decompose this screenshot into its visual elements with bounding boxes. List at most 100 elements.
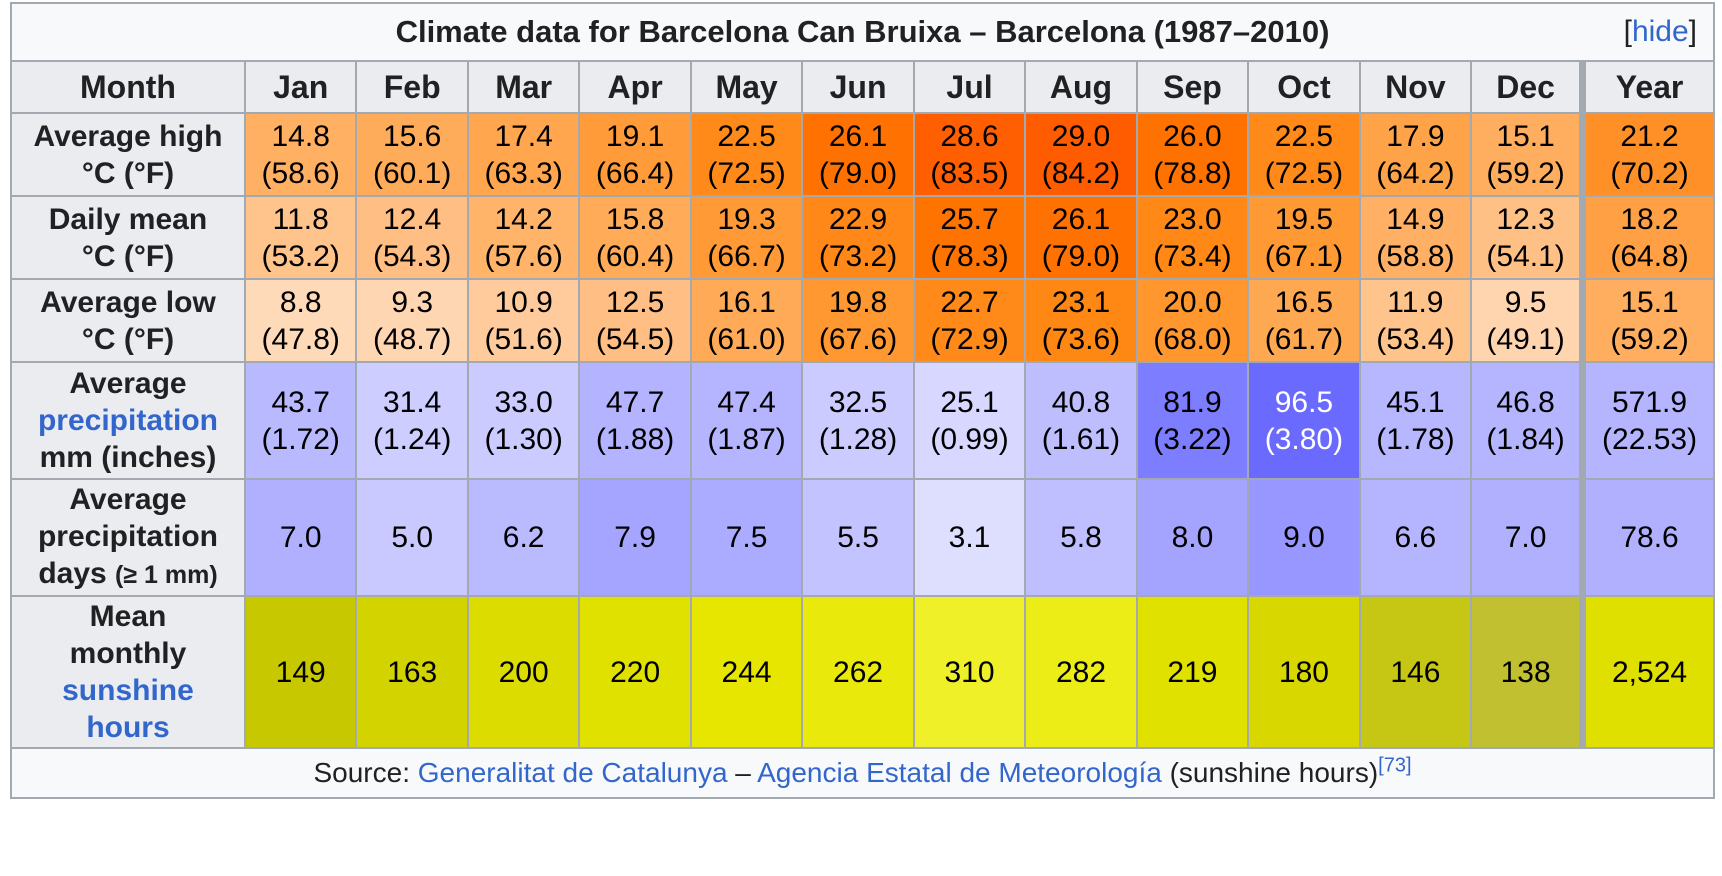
row-header-text: precipitation xyxy=(37,520,218,553)
row-header-text: Average xyxy=(69,483,187,516)
cell-avg-high-aug: 29.0 (84.2) xyxy=(1024,112,1138,197)
cell-value-converted: (0.99) xyxy=(930,422,1009,456)
cell-value-converted: (58.6) xyxy=(261,156,340,190)
cell-value: 6.6 xyxy=(1394,521,1437,554)
cell-value-converted: (48.7) xyxy=(372,322,452,356)
cell-value: 282 xyxy=(1055,655,1107,689)
reference-link[interactable]: [73] xyxy=(1378,754,1412,777)
cell-value: 7.0 xyxy=(279,521,322,554)
cell-value-converted: (72.5) xyxy=(707,156,786,190)
cell-daily-mean-feb: 12.4 (54.3) xyxy=(355,195,469,280)
hide-link[interactable]: hide xyxy=(1631,15,1689,48)
cell-value-converted: (54.1) xyxy=(1486,239,1565,273)
row-header-avg-low: Average low °C (°F) xyxy=(10,278,246,363)
cell-avg-high-apr: 19.1 (66.4) xyxy=(578,112,692,197)
cell-avg-precip-year: 571.9 (22.53) xyxy=(1579,361,1716,480)
source-row: Source: Generalitat de Catalunya – Agenc… xyxy=(10,747,1715,799)
cell-avg-low-mar: 10.9 (51.6) xyxy=(466,278,581,363)
cell-value: 19.8 xyxy=(828,285,888,319)
cell-value: 17.9 xyxy=(1386,119,1445,153)
cell-value: 8.8 xyxy=(279,285,322,319)
cell-avg-high-year: 21.2 (70.2) xyxy=(1579,112,1716,197)
row-header-link[interactable]: sunshine xyxy=(62,674,194,707)
row-header-link[interactable]: precipitation xyxy=(37,404,218,437)
cell-value: 47.7 xyxy=(605,385,665,419)
cell-value: 23.0 xyxy=(1163,202,1222,236)
cell-value: 20.0 xyxy=(1163,285,1222,319)
cell-precip-days-may: 7.5 xyxy=(689,478,804,597)
month-header-nov: Nov xyxy=(1358,60,1473,114)
month-header-mar: Mar xyxy=(466,60,581,114)
row-header-text: Average high xyxy=(33,119,223,153)
cell-value: 11.9 xyxy=(1387,285,1444,319)
toggle-bracket-open: [ xyxy=(1623,15,1632,48)
month-header: Month xyxy=(10,60,246,114)
row-header-text: Mean xyxy=(89,600,167,633)
cell-value-converted: (83.5) xyxy=(930,156,1009,190)
cell-value-converted: (78.8) xyxy=(1153,156,1232,190)
climate-table: Climate data for Barcelona Can Bruixa – … xyxy=(10,2,1716,799)
source-link-aemet[interactable]: Agencia Estatal de Meteorología xyxy=(757,757,1162,788)
row-daily-mean: Daily mean °C (°F) 11.8 (53.2) 12.4 (54.3) 14.… xyxy=(10,195,1716,280)
hide-toggle: [hide] xyxy=(1624,15,1697,49)
cell-daily-mean-nov: 14.9 (58.8) xyxy=(1358,195,1473,280)
cell-precip-days-aug: 5.8 xyxy=(1024,478,1138,597)
cell-value-converted: (79.0) xyxy=(818,156,898,190)
cell-daily-mean-jan: 11.8 (53.2) xyxy=(243,195,358,280)
cell-avg-high-nov: 17.9 (64.2) xyxy=(1358,112,1473,197)
cell-avg-precip-sep: 81.9 (3.22) xyxy=(1135,361,1250,480)
cell-precip-days-feb: 5.0 xyxy=(355,478,469,597)
cell-avg-high-jan: 14.8 (58.6) xyxy=(243,112,358,197)
source-link-generalitat[interactable]: Generalitat de Catalunya xyxy=(417,757,728,788)
row-header-avg-precip: Average precipitation mm (inches) xyxy=(10,361,246,480)
source-separator: – xyxy=(727,757,758,788)
cell-sunshine-sep: 219 xyxy=(1135,595,1250,749)
month-header-dec: Dec xyxy=(1470,60,1584,114)
cell-value-converted: (1.87) xyxy=(707,422,786,456)
cell-sunshine-mar: 200 xyxy=(466,595,581,749)
cell-sunshine-jul: 310 xyxy=(912,595,1027,749)
row-header-text: mm (inches) xyxy=(39,441,217,474)
cell-value-converted: (84.2) xyxy=(1041,156,1121,190)
cell-value: 40.8 xyxy=(1051,385,1111,419)
cell-value: 571.9 xyxy=(1612,385,1688,419)
cell-value: 262 xyxy=(833,655,884,689)
cell-value: 25.7 xyxy=(940,202,999,236)
cell-value: 149 xyxy=(275,655,326,689)
row-header-avg-high: Average high °C (°F) xyxy=(10,112,246,197)
cell-avg-precip-nov: 45.1 (1.78) xyxy=(1358,361,1473,480)
toggle-bracket-close: ] xyxy=(1688,15,1697,48)
cell-value: 19.1 xyxy=(605,119,665,153)
cell-value: 244 xyxy=(721,655,772,689)
cell-daily-mean-oct: 19.5 (67.1) xyxy=(1247,195,1361,280)
row-header-daily-mean: Daily mean °C (°F) xyxy=(10,195,246,280)
cell-precip-days-dec: 7.0 xyxy=(1470,478,1584,597)
cell-value: 7.0 xyxy=(1504,521,1547,554)
cell-value: 15.6 xyxy=(382,119,442,153)
cell-value-converted: (1.61) xyxy=(1041,422,1121,456)
cell-sunshine-feb: 163 xyxy=(355,595,469,749)
cell-avg-low-aug: 23.1 (73.6) xyxy=(1024,278,1138,363)
cell-value: 8.0 xyxy=(1171,521,1214,554)
cell-value: 12.4 xyxy=(382,202,442,236)
cell-avg-high-sep: 26.0 (78.8) xyxy=(1135,112,1250,197)
cell-sunshine-aug: 282 xyxy=(1024,595,1138,749)
cell-avg-high-oct: 22.5 (72.5) xyxy=(1247,112,1361,197)
cell-value-converted: (49.1) xyxy=(1486,322,1565,356)
cell-value: 47.4 xyxy=(717,385,776,419)
cell-value: 22.5 xyxy=(1274,119,1334,153)
cell-avg-low-sep: 20.0 (68.0) xyxy=(1135,278,1250,363)
cell-value-converted: (54.3) xyxy=(372,239,452,273)
table-caption: Climate data for Barcelona Can Bruixa – … xyxy=(10,2,1715,62)
row-header-link[interactable]: hours xyxy=(86,711,170,744)
cell-daily-mean-may: 19.3 (66.7) xyxy=(689,195,804,280)
cell-sunshine-jun: 262 xyxy=(801,595,915,749)
cell-precip-days-mar: 6.2 xyxy=(466,478,581,597)
cell-value-converted: (72.9) xyxy=(930,322,1009,356)
cell-value-converted: (79.0) xyxy=(1041,239,1121,273)
cell-value: 9.3 xyxy=(391,285,434,319)
cell-avg-high-may: 22.5 (72.5) xyxy=(689,112,804,197)
cell-value: 16.5 xyxy=(1274,285,1334,319)
source-prefix: Source: xyxy=(313,757,418,788)
cell-avg-high-feb: 15.6 (60.1) xyxy=(355,112,469,197)
